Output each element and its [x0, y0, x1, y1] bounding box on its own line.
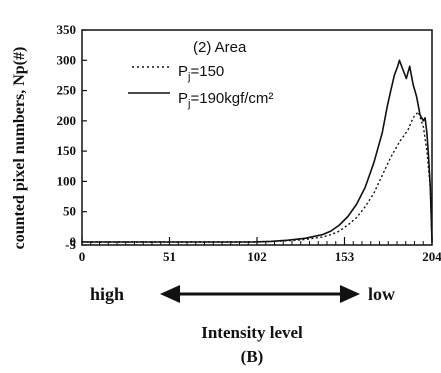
legend-label-pj150: Pj=150: [178, 63, 224, 83]
y-tick-label: 50: [63, 204, 76, 219]
series-line-pj150: [82, 111, 433, 243]
arrow-right-icon: [340, 285, 360, 303]
y-tick-label: 200: [57, 113, 77, 128]
x-tick-label: 102: [247, 249, 267, 264]
x-tick-label: 51: [163, 249, 176, 264]
y-tick-label: 0: [70, 234, 77, 249]
y-tick-label: 250: [57, 83, 77, 98]
legend-subscript: j: [187, 98, 190, 110]
legend-suffix: =190kgf/cm²: [190, 90, 273, 107]
figure-caption: (B): [241, 347, 264, 366]
direction-label-high: high: [90, 284, 124, 304]
legend-label-pj190: Pj=190kgf/cm²: [178, 90, 273, 110]
y-axis-ticks: 350 300 250 200 150 100 50 0-5: [57, 22, 87, 252]
legend-prefix: P: [178, 90, 188, 107]
plot-border: [81, 29, 433, 246]
plot-frame: [81, 29, 433, 246]
arrow-left-icon: [160, 285, 180, 303]
y-tick-label: -5: [65, 237, 76, 252]
x-axis-minor-ticks: [81, 241, 433, 245]
legend-subscript: j: [187, 71, 190, 83]
direction-indicator: high low: [90, 284, 395, 304]
y-axis-label: counted pixel numbers, Np(#): [11, 47, 28, 250]
x-tick-label: 0: [79, 249, 86, 264]
series-line-pj190: [82, 59, 433, 243]
series-layer: [82, 59, 433, 243]
x-tick-label: 153: [335, 249, 355, 264]
y-tick-label: 150: [57, 143, 77, 158]
chart-annotation: (2) Area: [193, 39, 247, 56]
legend: Pj=150 Pj=190kgf/cm²: [128, 63, 273, 110]
x-axis-label: Intensity level: [201, 323, 303, 342]
direction-label-low: low: [368, 284, 395, 304]
y-tick-label: 350: [57, 22, 77, 37]
y-tick-label: 300: [57, 52, 77, 67]
legend-prefix: P: [178, 63, 188, 80]
legend-suffix: =150: [190, 63, 224, 80]
x-tick-label: 204: [422, 249, 441, 264]
y-tick-label: 100: [57, 173, 77, 188]
